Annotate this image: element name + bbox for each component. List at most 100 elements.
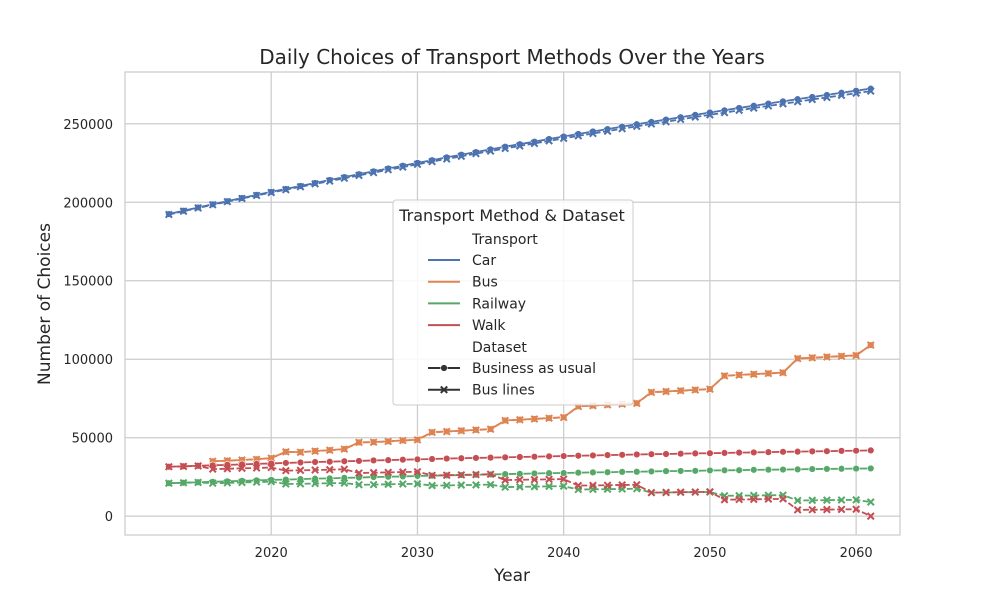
data-point [413,455,422,464]
data-point [325,446,334,455]
data-point [574,468,583,477]
y-axis-label: Number of Choices [35,223,55,385]
data-point [267,463,276,472]
data-point [179,462,188,471]
data-point [793,354,802,363]
data-point [384,456,392,464]
data-point [398,480,407,488]
y-tick-label: 200000 [63,196,113,211]
data-point [764,101,773,110]
data-point [706,449,714,457]
data-point [281,466,290,475]
data-point [442,427,451,436]
data-point [735,448,743,457]
data-point [326,474,334,483]
data-point [442,454,451,463]
data-point [530,469,539,478]
data-point [559,482,568,491]
data-point [852,351,861,360]
x-tick-label: 2050 [693,546,726,561]
data-point [486,453,495,462]
data-point [720,449,729,457]
data-point [676,488,685,497]
data-point [399,455,407,464]
data-point [457,454,466,462]
data-point [325,177,334,185]
data-point [194,478,203,487]
y-tick-label: 150000 [63,275,113,290]
data-point [750,448,758,457]
data-point [530,475,539,484]
legend-marker [440,385,448,394]
data-point [311,479,320,488]
data-point [457,470,466,479]
data-point [296,458,305,467]
legend-transport-header: Transport [471,232,538,248]
data-point [764,495,773,503]
data-point [501,483,510,492]
data-point [238,464,246,473]
data-point [296,182,305,191]
data-point [676,450,685,458]
data-point [355,171,363,180]
data-point [355,480,363,489]
data-point [559,469,568,477]
data-point [369,456,378,465]
data-point [311,474,319,483]
data-point [223,478,232,487]
legend-frame [392,199,634,406]
data-point [647,450,656,458]
data-point [325,479,334,488]
legend-entry-label: Railway [472,296,526,312]
data-point [515,415,524,424]
chart-title: Daily Choices of Transport Methods Over … [259,45,765,69]
data-point [472,470,480,479]
data-point [311,447,320,456]
data-point [822,93,831,102]
legend-entry-label: Car [472,253,496,269]
data-point [749,495,758,504]
data-point [252,191,261,200]
data-point [355,438,363,447]
y-tick-label: 50000 [72,432,113,447]
data-point [603,468,612,476]
data-point [208,479,217,488]
data-point [428,471,436,480]
data-point [720,371,729,380]
data-point [311,458,319,466]
data-point [340,445,349,454]
x-tick-label: 2030 [401,546,434,561]
data-point [384,468,393,477]
data-point [867,446,875,455]
data-point [764,369,773,378]
y-tick-labels: 0 50000 100000 150000 200000 250000 [63,118,113,525]
data-point [369,480,378,489]
data-point [501,416,510,425]
data-point [530,452,539,461]
data-point [705,487,714,496]
data-point [267,454,276,463]
data-point [603,127,612,136]
data-point [267,188,276,197]
data-point [179,478,188,487]
data-point [311,179,320,188]
data-point [398,468,407,476]
data-point [837,496,846,504]
data-point [545,482,553,491]
data-point [749,104,758,113]
data-point [515,482,524,491]
data-point [355,469,363,477]
data-point [428,157,436,166]
x-tick-labels: 2020 2030 2040 2050 2060 [255,546,873,561]
data-point [676,386,685,395]
data-point [442,155,451,163]
data-point [486,470,495,479]
data-point [808,353,817,362]
data-point [311,466,320,474]
plot-border [124,71,901,536]
data-point [720,495,729,504]
legend-title: Transport Method & Dataset [398,206,624,225]
legend-dataset-header: Dataset [472,340,527,356]
data-point [281,480,290,488]
